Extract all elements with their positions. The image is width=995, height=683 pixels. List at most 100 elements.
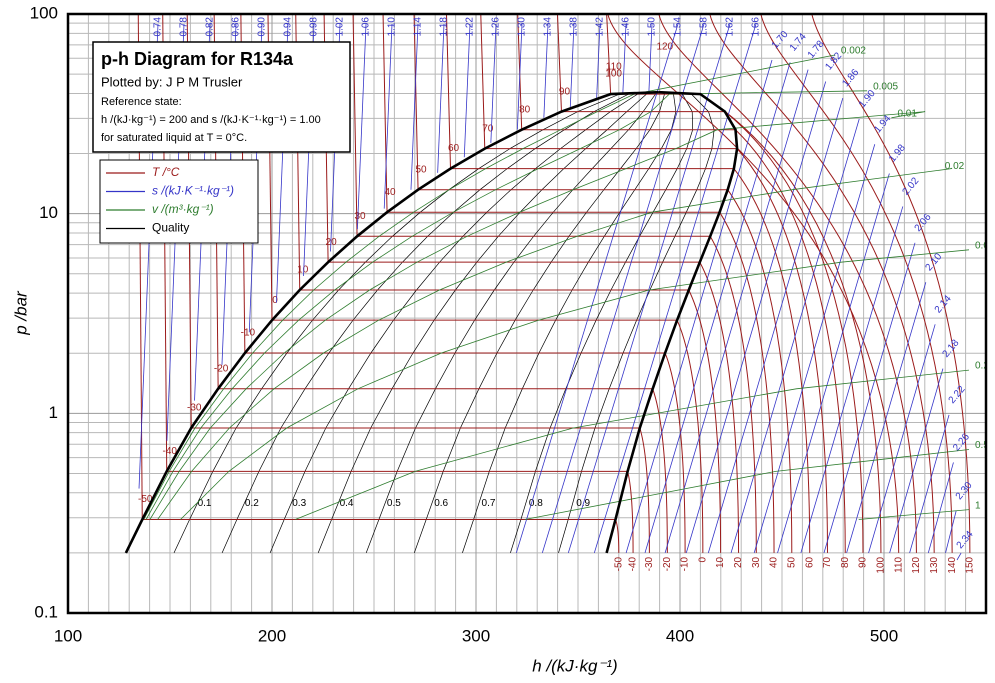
isentrope [868, 324, 936, 554]
isotherm-supercritical [811, 14, 971, 553]
isotherm-label: 40 [769, 556, 780, 568]
plot-frame [66, 12, 988, 615]
legend: T /°C s /(kJ·K⁻¹·kg⁻¹) v /(m³·kg⁻¹) Quality [99, 159, 259, 244]
quality-label: 0.1 [198, 498, 212, 509]
isentrope [707, 97, 844, 554]
isentrope [437, 23, 445, 173]
isentrope [664, 69, 809, 554]
plot-area: 0.10.20.30.40.50.60.70.80.9-50-50-40-40-… [124, 14, 989, 574]
isentrope-label: 1.58 [699, 17, 710, 37]
x-tick-label: 300 [462, 626, 490, 645]
y-tick-label: 10 [39, 203, 58, 222]
quality-label: 0.4 [340, 498, 354, 509]
isotherm-label: 110 [893, 556, 904, 572]
quality-label: 0.3 [292, 498, 306, 509]
isotherm-supercritical [607, 14, 900, 553]
isotherm-label: 90 [559, 86, 571, 97]
quality-label: 0.2 [245, 498, 259, 509]
y-tick-label: 0.1 [34, 602, 58, 621]
isotherm-vapor [688, 289, 722, 553]
isentrope [596, 23, 601, 98]
info-line: Reference state: [101, 96, 182, 108]
isotherm-label: 20 [326, 237, 338, 248]
isochore [858, 509, 970, 520]
isotherm-label: 40 [384, 187, 396, 198]
isotherm-liquid [446, 14, 451, 169]
isotherm-label: 10 [297, 265, 309, 276]
quality-line [462, 91, 677, 554]
x-tick-label: 200 [258, 626, 286, 645]
isentrope [846, 282, 927, 554]
quality-label: 0.5 [387, 498, 401, 509]
isochore-label: 0.5 [975, 440, 989, 451]
isotherm-vapor [639, 427, 650, 553]
isotherm-label: 60 [804, 556, 815, 568]
info-title: p-h Diagram for R134a [101, 49, 294, 69]
isotherm-label: 20 [733, 556, 744, 568]
isotherm-label: -30 [644, 556, 655, 571]
isochore [295, 369, 970, 520]
isentrope [569, 23, 575, 108]
legend-label: s /(kJ·K⁻¹·kg⁻¹) [152, 184, 234, 198]
isochore [524, 449, 970, 520]
isotherm-label: -40 [163, 446, 178, 457]
isotherm-label: 120 [911, 556, 922, 573]
isotherm-label: 130 [929, 556, 940, 573]
isentrope [622, 23, 627, 94]
quality-line [173, 91, 659, 554]
isotherm-supercritical [760, 14, 953, 553]
isentrope [823, 242, 916, 554]
isotherm-vapor [700, 93, 882, 553]
isotherm-vapor [664, 352, 686, 553]
isotherm-label: 10 [715, 556, 726, 568]
quality-line [365, 91, 659, 554]
isotherm-label: -20 [662, 556, 673, 571]
isotherm-vapor [724, 111, 864, 553]
legend-frame [99, 159, 259, 244]
isotherm-liquid [352, 14, 358, 237]
isochore-label: 0.01 [897, 108, 917, 119]
y-tick-label: 1 [49, 403, 58, 422]
info-line: h /(kJ·kg⁻¹) = 200 and s /(kJ·K⁻¹·kg⁻¹) … [101, 114, 321, 126]
isentrope [889, 368, 944, 554]
legend-label: T /°C [152, 165, 180, 179]
isotherm-label: 0 [272, 295, 278, 306]
isotherm-label: -20 [214, 363, 229, 374]
isentrope [593, 23, 757, 554]
isotherm-label: 80 [840, 556, 851, 568]
isentrope [490, 23, 497, 143]
isentrope [516, 23, 523, 130]
isentrope [909, 414, 950, 554]
isochore [157, 168, 952, 520]
isotherm-label: 70 [482, 123, 494, 134]
isentrope [927, 462, 954, 554]
isentrope-label: 1.62 [725, 17, 736, 37]
isochore-label: 0.002 [841, 46, 866, 57]
isotherm-label: 30 [355, 211, 367, 222]
isentrope [541, 23, 705, 554]
isotherm-label: -30 [187, 403, 202, 414]
saturation-curve [124, 90, 659, 554]
isentrope [648, 23, 653, 93]
isotherm-vapor [733, 168, 811, 553]
legend-label: Quality [152, 221, 189, 235]
isentrope [356, 23, 367, 230]
isentrope [800, 206, 904, 554]
isotherm-label: -40 [628, 556, 639, 571]
isotherm-label: -10 [680, 556, 691, 571]
isotherm-vapor [736, 148, 828, 553]
isochore-label: 0.005 [873, 81, 898, 92]
x-axis-label: h /(kJ·kg⁻¹) [532, 656, 617, 675]
legend-label: v /(m³·kg⁻¹) [152, 202, 214, 216]
quality-label: 0.8 [529, 498, 543, 509]
isotherm-liquid [413, 14, 419, 190]
isentrope [753, 144, 876, 554]
isotherm-label: 30 [751, 556, 762, 568]
isotherm-label: -50 [613, 556, 624, 571]
isochore [145, 90, 868, 520]
isotherm-liquid [382, 14, 388, 213]
isochore-label: 0.2 [975, 361, 989, 372]
info-box-frame [92, 41, 351, 153]
